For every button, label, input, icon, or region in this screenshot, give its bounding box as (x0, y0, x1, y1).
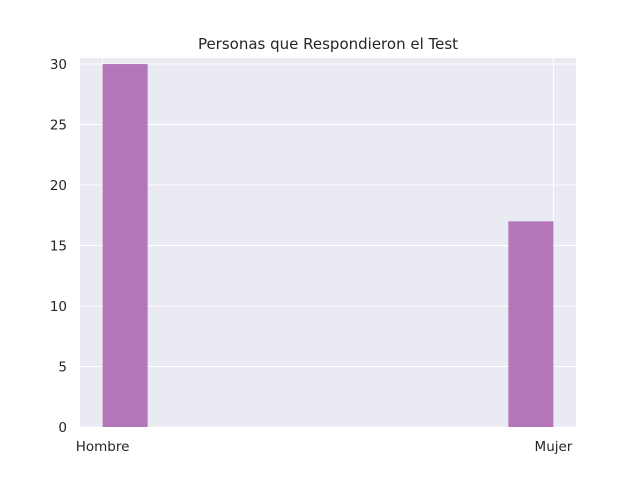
y-tick-label: 0 (58, 420, 67, 436)
y-tick-label: 30 (50, 57, 67, 73)
plot-area (80, 58, 576, 427)
bar-mujer (508, 221, 554, 427)
y-tick-label: 20 (50, 178, 67, 194)
bar-hombre (102, 64, 148, 427)
x-tick-label: Mujer (535, 439, 573, 455)
y-axis-ticks: 0 5 10 15 20 25 30 (50, 57, 67, 436)
y-tick-label: 5 (58, 360, 67, 376)
x-axis-ticks: Hombre Mujer (76, 439, 573, 455)
chart-title: Personas que Respondieron el Test (198, 35, 458, 53)
bar-layer (102, 64, 554, 427)
y-tick-label: 25 (50, 118, 67, 134)
x-tick-label: Hombre (76, 439, 130, 455)
y-tick-label: 15 (50, 239, 67, 255)
y-tick-label: 10 (50, 299, 67, 315)
